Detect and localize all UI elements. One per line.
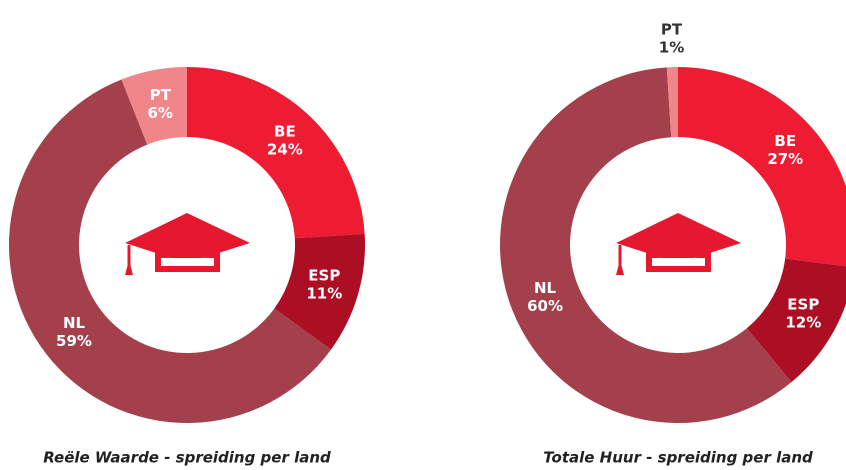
slice-label: PT — [661, 21, 683, 39]
slice — [678, 67, 846, 267]
slice-label: ESP — [308, 266, 340, 284]
value-label: 24% — [267, 140, 303, 158]
slice — [9, 79, 332, 423]
slice-label: PT — [150, 86, 172, 104]
value-label: 60% — [527, 297, 563, 315]
slice-label: BE — [774, 132, 796, 150]
chart-title: Totale Huur - spreiding per land — [543, 449, 813, 467]
icon — [123, 211, 252, 277]
slice — [746, 258, 846, 383]
slice — [121, 67, 187, 145]
slice — [187, 67, 365, 239]
slice-label: ESP — [787, 295, 819, 313]
slice — [274, 233, 365, 350]
chart-title: Reële Waarde - spreiding per land — [43, 449, 331, 467]
slice-label: NL — [534, 279, 557, 297]
slice — [666, 67, 678, 138]
slice-label: BE — [274, 122, 296, 140]
icon — [614, 211, 743, 277]
value-label: 11% — [306, 284, 342, 302]
value-label: 59% — [56, 332, 92, 350]
slice-label: NL — [63, 314, 86, 332]
value-label: 12% — [785, 313, 821, 331]
value-label: 6% — [147, 104, 172, 122]
value-label: 1% — [659, 39, 684, 57]
value-label: 27% — [767, 150, 803, 168]
slice — [500, 67, 792, 423]
